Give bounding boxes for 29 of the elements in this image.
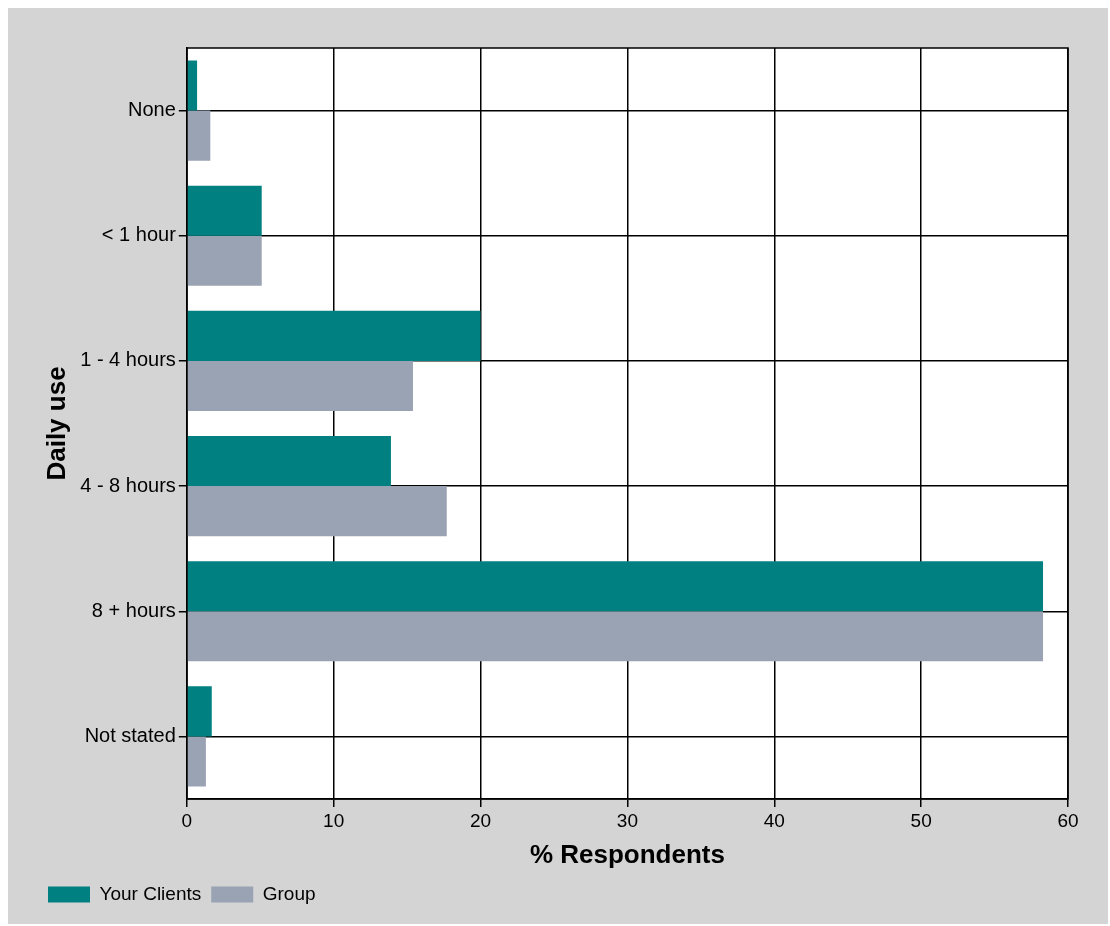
- x-tick-label: 0: [181, 809, 193, 831]
- x-tick-label: 20: [469, 809, 492, 831]
- bar: [187, 185, 262, 236]
- x-tick-label: 40: [763, 809, 785, 831]
- x-tick-label: 10: [323, 809, 345, 831]
- y-axis-title: Daily use: [40, 366, 71, 481]
- x-tick-label: 50: [910, 809, 932, 831]
- legend-label: Your Clients: [99, 882, 202, 904]
- x-tick-label: 30: [616, 809, 638, 831]
- y-tick-label: 1 - 4 hours: [80, 348, 176, 371]
- y-tick-label: < 1 hour: [101, 223, 177, 246]
- y-tick-label: None: [127, 98, 176, 121]
- y-tick-label: 4 - 8 hours: [80, 473, 176, 496]
- bar: [187, 736, 206, 787]
- bar: [187, 686, 212, 737]
- x-tick-label: 60: [1057, 809, 1079, 831]
- bar: [187, 561, 1044, 612]
- legend-label: Group: [262, 882, 316, 904]
- y-tick-label: 8 + hours: [91, 598, 176, 621]
- bar: [187, 60, 198, 111]
- bar: [187, 235, 262, 286]
- x-axis-title: % Respondents: [529, 838, 725, 869]
- bar: [187, 486, 447, 537]
- bar: [187, 611, 1044, 662]
- y-tick-label: Not stated: [84, 723, 176, 746]
- bar: [187, 110, 211, 161]
- bar: [187, 360, 413, 411]
- bar: [187, 436, 391, 487]
- bar: [187, 310, 481, 361]
